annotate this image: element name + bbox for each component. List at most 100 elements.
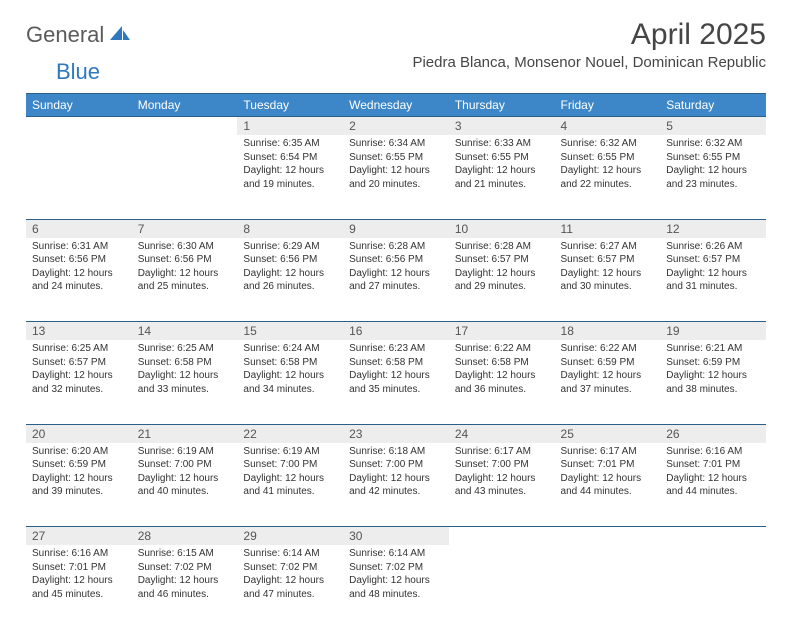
calendar-cell: Sunrise: 6:32 AMSunset: 6:55 PMDaylight:… — [555, 135, 661, 219]
day-details: Sunrise: 6:20 AMSunset: 6:59 PMDaylight:… — [26, 443, 132, 499]
day-number: 13 — [26, 322, 132, 340]
day-details: Sunrise: 6:16 AMSunset: 7:01 PMDaylight:… — [660, 443, 766, 499]
calendar-cell: Sunrise: 6:33 AMSunset: 6:55 PMDaylight:… — [449, 135, 555, 219]
day-number: 22 — [237, 425, 343, 443]
weekday-header: Friday — [555, 94, 661, 117]
day-details: Sunrise: 6:19 AMSunset: 7:00 PMDaylight:… — [132, 443, 238, 499]
calendar-cell: Sunrise: 6:23 AMSunset: 6:58 PMDaylight:… — [343, 340, 449, 424]
calendar-cell: Sunrise: 6:22 AMSunset: 6:58 PMDaylight:… — [449, 340, 555, 424]
day-number: 17 — [449, 322, 555, 340]
calendar-cell: Sunrise: 6:14 AMSunset: 7:02 PMDaylight:… — [237, 545, 343, 629]
day-details: Sunrise: 6:25 AMSunset: 6:58 PMDaylight:… — [132, 340, 238, 396]
calendar-body: 12345Sunrise: 6:35 AMSunset: 6:54 PMDayl… — [26, 117, 766, 630]
day-number: 29 — [237, 527, 343, 545]
day-number: 26 — [660, 425, 766, 443]
logo-text-general: General — [26, 22, 104, 48]
calendar-cell: Sunrise: 6:15 AMSunset: 7:02 PMDaylight:… — [132, 545, 238, 629]
day-number: 21 — [132, 425, 238, 443]
calendar-cell: Sunrise: 6:24 AMSunset: 6:58 PMDaylight:… — [237, 340, 343, 424]
calendar-cell: Sunrise: 6:35 AMSunset: 6:54 PMDaylight:… — [237, 135, 343, 219]
calendar-cell: Sunrise: 6:19 AMSunset: 7:00 PMDaylight:… — [132, 443, 238, 527]
day-details: Sunrise: 6:17 AMSunset: 7:01 PMDaylight:… — [555, 443, 661, 499]
calendar-cell: Sunrise: 6:18 AMSunset: 7:00 PMDaylight:… — [343, 443, 449, 527]
day-number: 23 — [343, 425, 449, 443]
day-details: Sunrise: 6:25 AMSunset: 6:57 PMDaylight:… — [26, 340, 132, 396]
day-details: Sunrise: 6:22 AMSunset: 6:58 PMDaylight:… — [449, 340, 555, 396]
day-details: Sunrise: 6:21 AMSunset: 6:59 PMDaylight:… — [660, 340, 766, 396]
weekday-header: Saturday — [660, 94, 766, 117]
weekday-header: Tuesday — [237, 94, 343, 117]
day-number: 8 — [237, 220, 343, 238]
day-details: Sunrise: 6:24 AMSunset: 6:58 PMDaylight:… — [237, 340, 343, 396]
month-title: April 2025 — [412, 18, 766, 52]
day-number: 19 — [660, 322, 766, 340]
calendar-cell: Sunrise: 6:31 AMSunset: 6:56 PMDaylight:… — [26, 238, 132, 322]
calendar-cell: Sunrise: 6:28 AMSunset: 6:57 PMDaylight:… — [449, 238, 555, 322]
day-number: 25 — [555, 425, 661, 443]
day-number: 1 — [237, 117, 343, 135]
calendar-cell: Sunrise: 6:32 AMSunset: 6:55 PMDaylight:… — [660, 135, 766, 219]
day-details: Sunrise: 6:28 AMSunset: 6:57 PMDaylight:… — [449, 238, 555, 294]
day-details: Sunrise: 6:19 AMSunset: 7:00 PMDaylight:… — [237, 443, 343, 499]
day-number: 2 — [343, 117, 449, 135]
day-number: 11 — [555, 220, 661, 238]
weekday-header-row: SundayMondayTuesdayWednesdayThursdayFrid… — [26, 94, 766, 117]
day-details: Sunrise: 6:34 AMSunset: 6:55 PMDaylight:… — [343, 135, 449, 191]
day-number: 27 — [26, 527, 132, 545]
calendar-cell: Sunrise: 6:20 AMSunset: 6:59 PMDaylight:… — [26, 443, 132, 527]
day-number: 18 — [555, 322, 661, 340]
day-details: Sunrise: 6:27 AMSunset: 6:57 PMDaylight:… — [555, 238, 661, 294]
day-number: 9 — [343, 220, 449, 238]
calendar-cell — [132, 135, 238, 219]
calendar-cell: Sunrise: 6:30 AMSunset: 6:56 PMDaylight:… — [132, 238, 238, 322]
day-number: 24 — [449, 425, 555, 443]
day-details: Sunrise: 6:16 AMSunset: 7:01 PMDaylight:… — [26, 545, 132, 601]
logo-sail-icon — [109, 24, 131, 47]
day-number: 15 — [237, 322, 343, 340]
logo-text-blue: Blue — [56, 59, 100, 84]
calendar-table: SundayMondayTuesdayWednesdayThursdayFrid… — [26, 93, 766, 629]
day-details: Sunrise: 6:22 AMSunset: 6:59 PMDaylight:… — [555, 340, 661, 396]
day-number: 7 — [132, 220, 238, 238]
calendar-cell: Sunrise: 6:16 AMSunset: 7:01 PMDaylight:… — [660, 443, 766, 527]
weekday-header: Thursday — [449, 94, 555, 117]
day-details: Sunrise: 6:32 AMSunset: 6:55 PMDaylight:… — [660, 135, 766, 191]
calendar-cell: Sunrise: 6:19 AMSunset: 7:00 PMDaylight:… — [237, 443, 343, 527]
calendar-cell: Sunrise: 6:25 AMSunset: 6:57 PMDaylight:… — [26, 340, 132, 424]
day-details: Sunrise: 6:28 AMSunset: 6:56 PMDaylight:… — [343, 238, 449, 294]
day-number: 10 — [449, 220, 555, 238]
calendar-cell: Sunrise: 6:17 AMSunset: 7:01 PMDaylight:… — [555, 443, 661, 527]
calendar-cell: Sunrise: 6:26 AMSunset: 6:57 PMDaylight:… — [660, 238, 766, 322]
day-details: Sunrise: 6:14 AMSunset: 7:02 PMDaylight:… — [237, 545, 343, 601]
calendar-cell — [660, 545, 766, 629]
day-details: Sunrise: 6:26 AMSunset: 6:57 PMDaylight:… — [660, 238, 766, 294]
logo: General — [26, 18, 133, 48]
day-number: 28 — [132, 527, 238, 545]
day-number: 16 — [343, 322, 449, 340]
day-details: Sunrise: 6:14 AMSunset: 7:02 PMDaylight:… — [343, 545, 449, 601]
day-details: Sunrise: 6:15 AMSunset: 7:02 PMDaylight:… — [132, 545, 238, 601]
calendar-cell: Sunrise: 6:21 AMSunset: 6:59 PMDaylight:… — [660, 340, 766, 424]
location: Piedra Blanca, Monsenor Nouel, Dominican… — [412, 54, 766, 71]
day-number: 5 — [660, 117, 766, 135]
calendar-cell: Sunrise: 6:29 AMSunset: 6:56 PMDaylight:… — [237, 238, 343, 322]
calendar-cell: Sunrise: 6:27 AMSunset: 6:57 PMDaylight:… — [555, 238, 661, 322]
calendar-cell: Sunrise: 6:14 AMSunset: 7:02 PMDaylight:… — [343, 545, 449, 629]
day-details: Sunrise: 6:30 AMSunset: 6:56 PMDaylight:… — [132, 238, 238, 294]
calendar-cell — [449, 545, 555, 629]
day-details: Sunrise: 6:33 AMSunset: 6:55 PMDaylight:… — [449, 135, 555, 191]
day-number: 20 — [26, 425, 132, 443]
day-number: 4 — [555, 117, 661, 135]
day-details: Sunrise: 6:17 AMSunset: 7:00 PMDaylight:… — [449, 443, 555, 499]
weekday-header: Monday — [132, 94, 238, 117]
day-number: 12 — [660, 220, 766, 238]
weekday-header: Sunday — [26, 94, 132, 117]
day-number: 30 — [343, 527, 449, 545]
day-details: Sunrise: 6:18 AMSunset: 7:00 PMDaylight:… — [343, 443, 449, 499]
day-number: 3 — [449, 117, 555, 135]
day-details: Sunrise: 6:35 AMSunset: 6:54 PMDaylight:… — [237, 135, 343, 191]
day-details: Sunrise: 6:29 AMSunset: 6:56 PMDaylight:… — [237, 238, 343, 294]
calendar-cell — [555, 545, 661, 629]
calendar-cell: Sunrise: 6:16 AMSunset: 7:01 PMDaylight:… — [26, 545, 132, 629]
day-number: 14 — [132, 322, 238, 340]
